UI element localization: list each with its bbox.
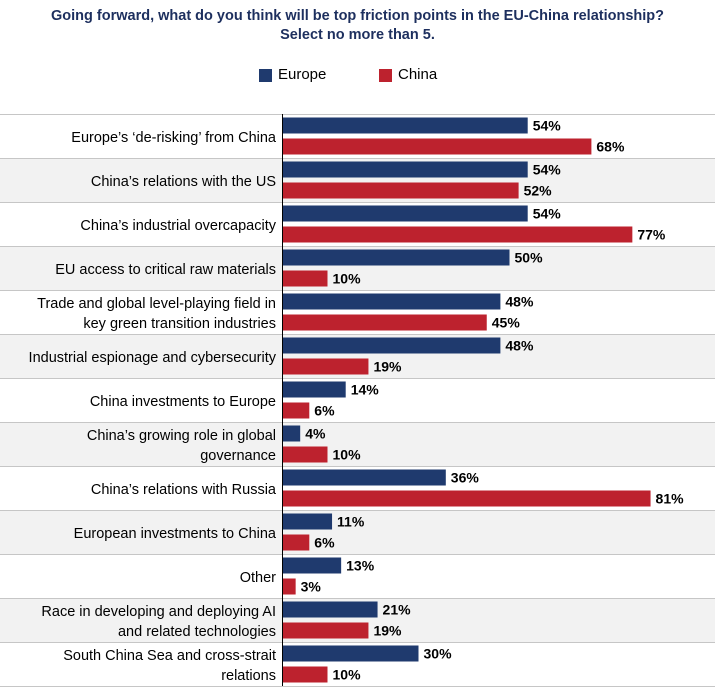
chart-title-line1: Going forward, what do you think will be… <box>50 8 664 24</box>
value-label-china: 52% <box>524 183 553 199</box>
category-label: China’s growing role in global governance <box>87 428 276 464</box>
value-label-europe: 30% <box>424 646 453 662</box>
value-label-europe: 50% <box>515 250 544 266</box>
value-label-china: 10% <box>333 667 362 683</box>
legend-item-china: China <box>379 66 437 84</box>
value-label-china: 19% <box>373 359 402 375</box>
value-label-china: 6% <box>314 535 335 551</box>
legend-label-china: China <box>398 66 438 83</box>
bar-china <box>282 270 328 287</box>
category-label: Race in developing and deploying AI and r… <box>41 604 276 640</box>
value-label-europe: 54% <box>533 118 562 134</box>
value-label-china: 19% <box>373 623 402 639</box>
bar-china <box>282 182 519 199</box>
bar-europe <box>282 469 446 486</box>
value-label-europe: 48% <box>505 294 534 310</box>
bar-europe <box>282 337 501 354</box>
value-label-europe: 54% <box>533 162 562 178</box>
value-label-europe: 48% <box>505 338 534 354</box>
bar-europe <box>282 293 501 310</box>
category-label: China’s industrial overcapacity <box>80 218 276 234</box>
bar-china <box>282 490 651 507</box>
bar-europe <box>282 513 333 530</box>
bar-europe <box>282 117 528 134</box>
category-label: China investments to Europe <box>90 394 276 410</box>
value-label-china: 10% <box>333 271 362 287</box>
bar-china <box>282 314 487 331</box>
bar-europe <box>282 557 342 574</box>
value-label-china: 81% <box>656 491 685 507</box>
bar-europe <box>282 381 346 398</box>
bar-china <box>282 446 328 463</box>
value-label-china: 45% <box>492 315 521 331</box>
bar-china <box>282 138 592 155</box>
category-label: Other <box>240 570 276 586</box>
row-band <box>0 510 715 554</box>
category-label: South China Sea and cross-strait relation… <box>63 648 276 684</box>
legend-swatch-china <box>379 68 392 82</box>
value-label-china: 6% <box>314 403 335 419</box>
bar-china <box>282 534 310 551</box>
bar-europe <box>282 645 419 662</box>
bar-europe <box>282 601 378 618</box>
bar-europe <box>282 249 510 266</box>
legend: Europe China <box>0 66 715 84</box>
value-label-china: 10% <box>333 447 362 463</box>
category-label: Trade and global level-playing field in k… <box>37 296 276 332</box>
value-label-europe: 4% <box>305 426 326 442</box>
legend-swatch-europe <box>259 68 272 82</box>
bar-china <box>282 402 310 419</box>
legend-label-europe: Europe <box>278 66 327 83</box>
bar-europe <box>282 425 301 442</box>
bar-china <box>282 666 328 683</box>
value-label-europe: 14% <box>351 382 380 398</box>
bar-china <box>282 578 296 595</box>
category-label: China’s relations with the US <box>91 174 276 190</box>
value-label-china: 77% <box>637 227 666 243</box>
value-label-europe: 11% <box>337 514 365 530</box>
value-label-europe: 21% <box>383 602 412 618</box>
category-label: EU access to critical raw materials <box>55 262 276 278</box>
bar-europe <box>282 205 528 222</box>
chart-title-line2: Select no more than 5. <box>280 27 435 43</box>
category-label: China’s relations with Russia <box>91 482 277 498</box>
value-label-china: 68% <box>596 139 625 155</box>
category-label: Industrial espionage and cybersecurity <box>29 350 277 366</box>
bar-china <box>282 622 369 639</box>
value-label-europe: 54% <box>533 206 562 222</box>
bar-china <box>282 358 369 375</box>
legend-item-europe: Europe <box>259 66 326 84</box>
category-label: Europe’s ‘de-risking’ from China <box>71 130 277 146</box>
value-label-china: 3% <box>301 579 322 595</box>
bar-europe <box>282 161 528 178</box>
row-band <box>0 422 715 466</box>
value-label-europe: 36% <box>451 470 480 486</box>
bar-china <box>282 226 633 243</box>
category-label: European investments to China <box>74 526 277 542</box>
value-label-europe: 13% <box>346 558 375 574</box>
